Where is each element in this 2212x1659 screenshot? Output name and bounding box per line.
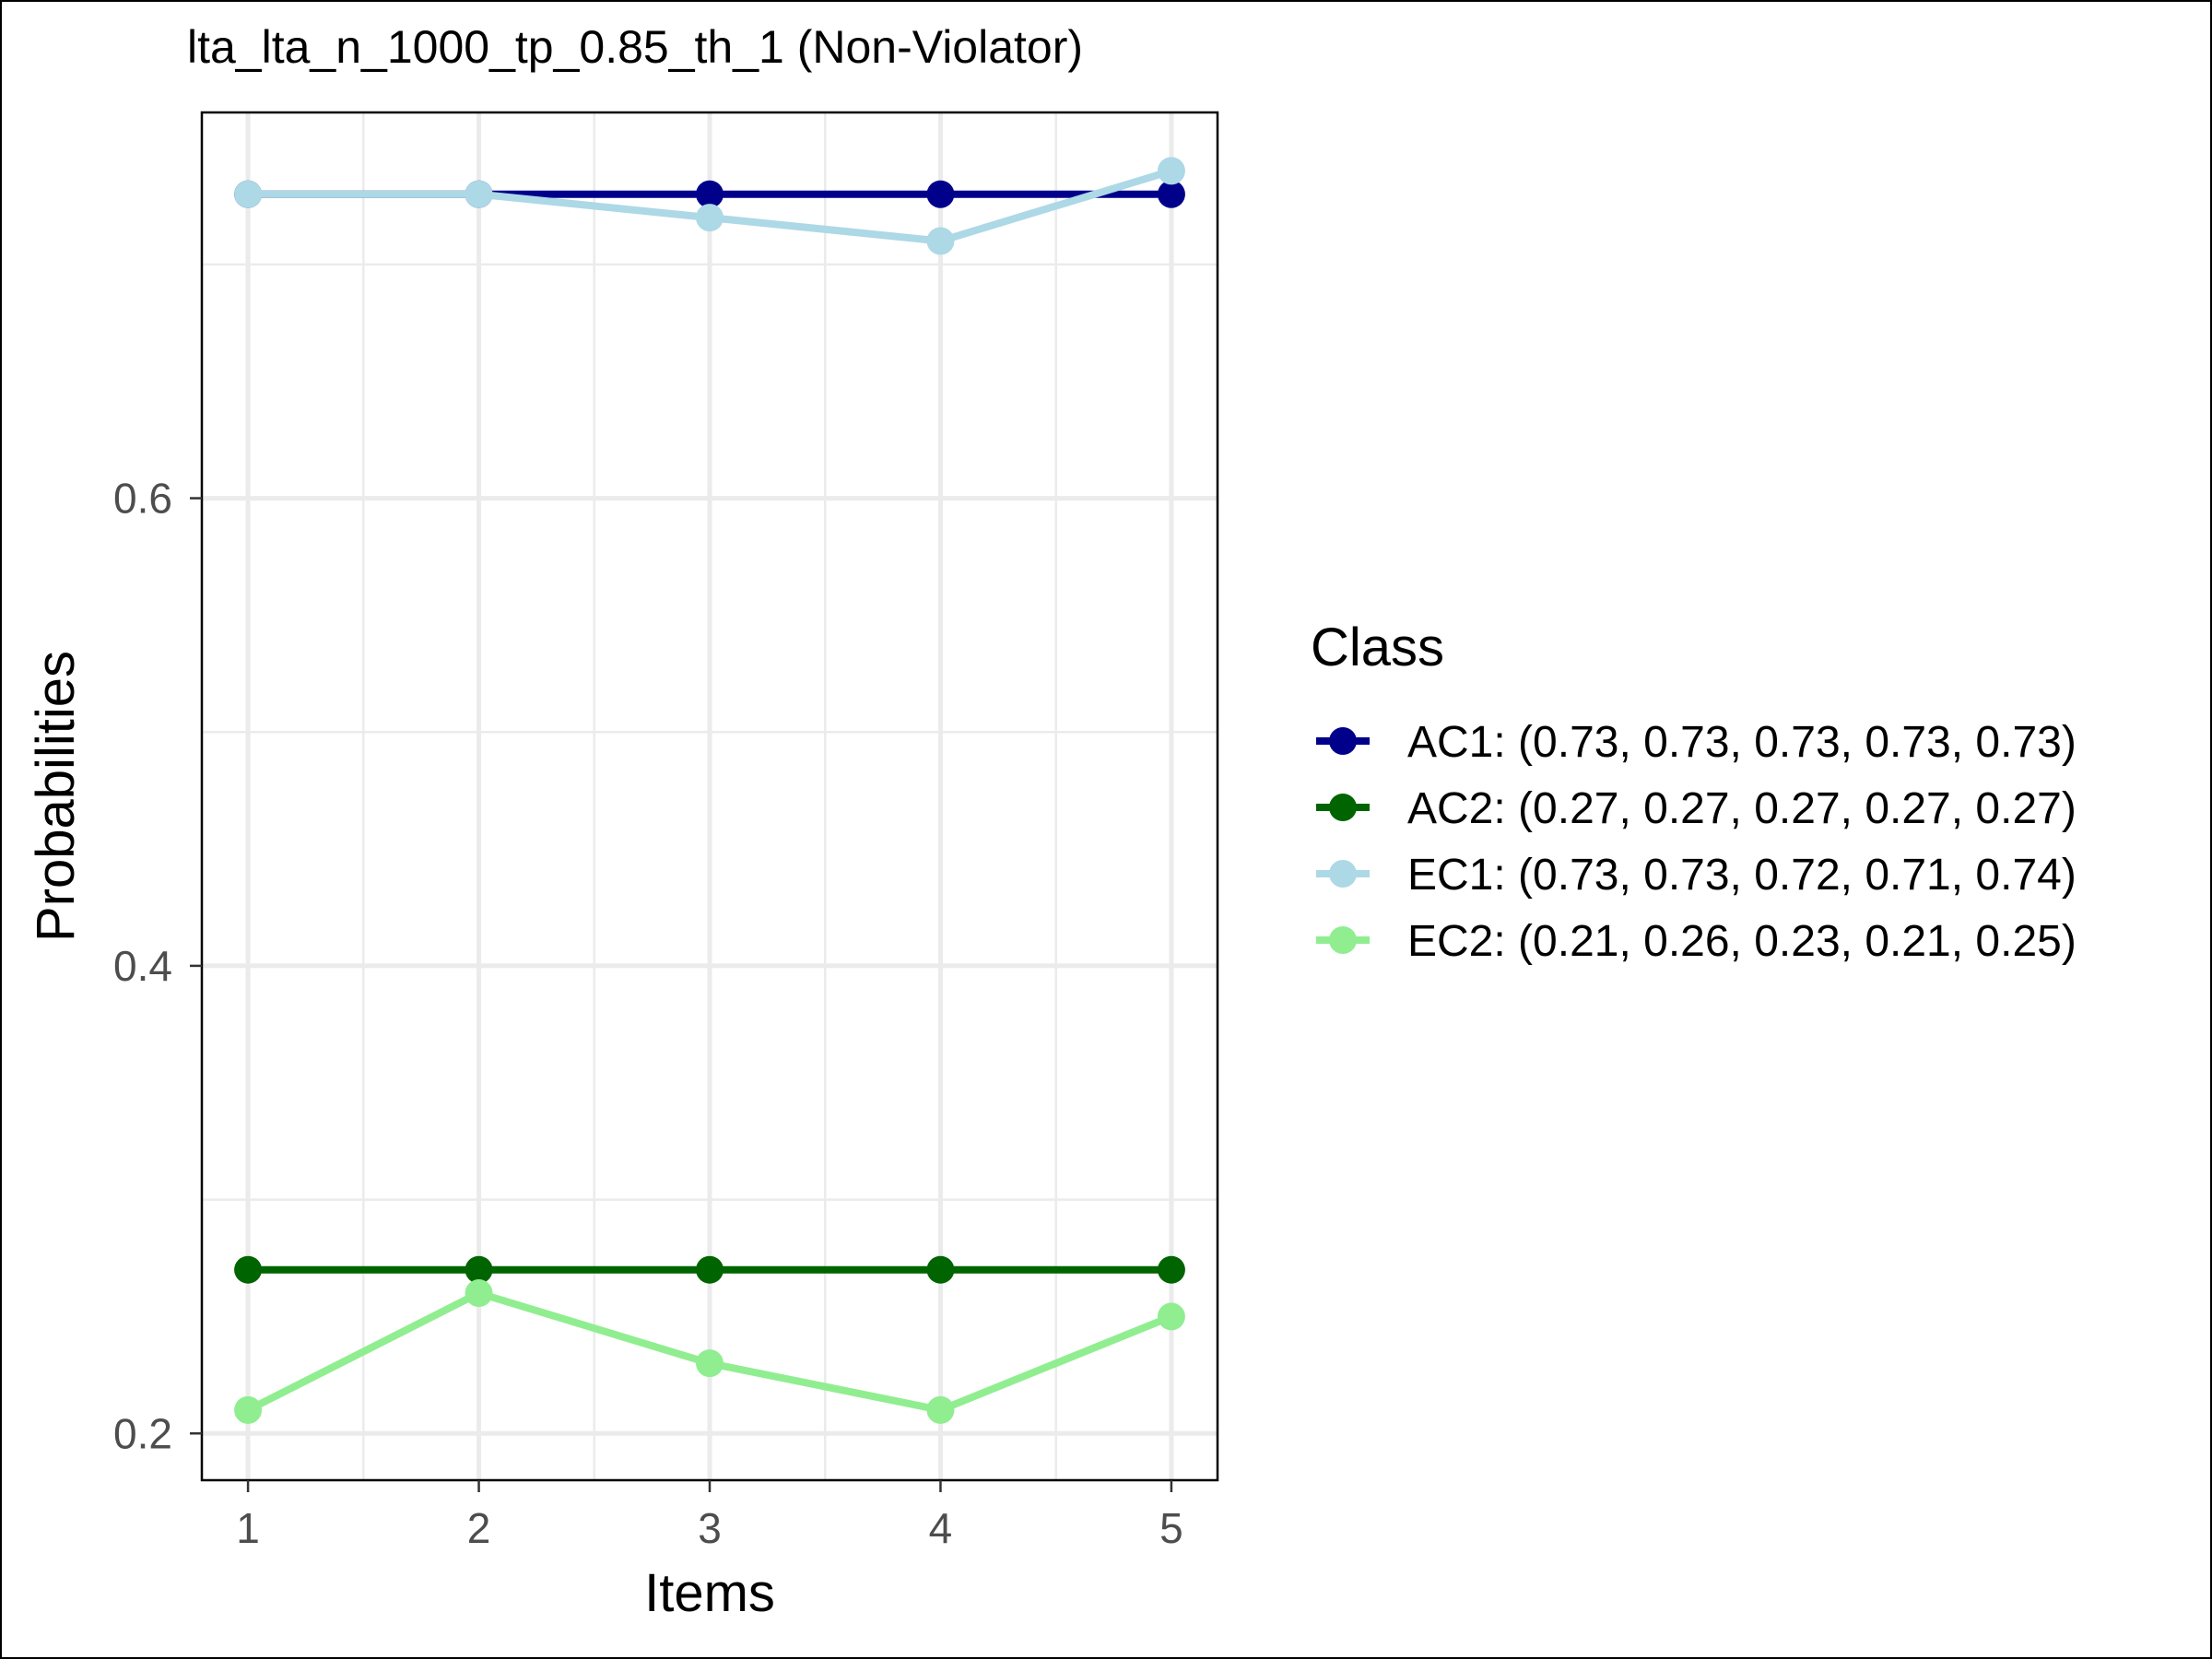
legend-label-ac1: AC1: (0.73, 0.73, 0.73, 0.73, 0.73) bbox=[1407, 718, 2077, 767]
data-point-ec1 bbox=[465, 180, 493, 208]
data-point-ac2 bbox=[1157, 1255, 1185, 1284]
y-tick-label: 0.6 bbox=[113, 475, 172, 523]
x-tick-label: 3 bbox=[698, 1504, 722, 1552]
data-point-ac2 bbox=[696, 1255, 724, 1284]
data-point-ac1 bbox=[926, 180, 955, 208]
x-tick-label: 2 bbox=[467, 1504, 491, 1552]
data-point-ac2 bbox=[234, 1255, 263, 1284]
major-gridlines bbox=[202, 112, 1218, 1480]
x-tick-label: 5 bbox=[1159, 1504, 1183, 1552]
data-point-ac2 bbox=[465, 1255, 493, 1284]
legend-key-point-ac2 bbox=[1329, 794, 1357, 821]
y-tick-label: 0.4 bbox=[113, 942, 172, 990]
legend-label-ec2: EC2: (0.21, 0.26, 0.23, 0.21, 0.25) bbox=[1407, 917, 2077, 966]
legend-title: Class bbox=[1311, 618, 1444, 677]
data-point-ec1 bbox=[926, 227, 955, 255]
data-point-ec1 bbox=[696, 204, 724, 232]
y-axis-label: Probabilities bbox=[26, 651, 86, 942]
y-tick-label: 0.2 bbox=[113, 1409, 172, 1457]
x-axis: 1 2 3 4 5 bbox=[236, 1480, 1183, 1552]
data-point-ec1 bbox=[1157, 157, 1185, 185]
data-point-ac2 bbox=[926, 1255, 955, 1284]
data-point-ec2 bbox=[465, 1279, 493, 1308]
series-layer bbox=[234, 157, 1185, 1424]
legend-items: AC1: (0.73, 0.73, 0.73, 0.73, 0.73) AC2: … bbox=[1316, 718, 2077, 966]
data-point-ac1 bbox=[696, 180, 724, 208]
legend-label-ec1: EC1: (0.73, 0.73, 0.72, 0.71, 0.74) bbox=[1407, 851, 2077, 900]
data-point-ec2 bbox=[1157, 1302, 1185, 1331]
chart-title: lta_lta_n_1000_tp_0.85_th_1 (Non-Violato… bbox=[187, 21, 1083, 73]
data-point-ec2 bbox=[926, 1395, 955, 1424]
data-point-ac1 bbox=[1157, 180, 1185, 208]
legend-key-point-ac1 bbox=[1329, 727, 1357, 755]
data-point-ec1 bbox=[234, 180, 263, 208]
legend-label-ac2: AC2: (0.27, 0.27, 0.27, 0.27, 0.27) bbox=[1407, 784, 2077, 833]
x-tick-label: 1 bbox=[236, 1504, 260, 1552]
plot-area bbox=[200, 111, 1219, 1482]
x-tick-label: 4 bbox=[929, 1504, 953, 1552]
legend-key-point-ec2 bbox=[1329, 926, 1357, 954]
data-point-ec2 bbox=[234, 1395, 263, 1424]
y-axis: 0.2 0.4 0.6 bbox=[113, 475, 202, 1457]
legend-key-point-ec1 bbox=[1329, 860, 1357, 888]
data-point-ec2 bbox=[696, 1349, 724, 1378]
x-axis-label: Items bbox=[644, 1563, 775, 1623]
legend: Class AC1: (0.73, 0.73, 0.73, 0.73, 0.73… bbox=[1311, 618, 2077, 966]
